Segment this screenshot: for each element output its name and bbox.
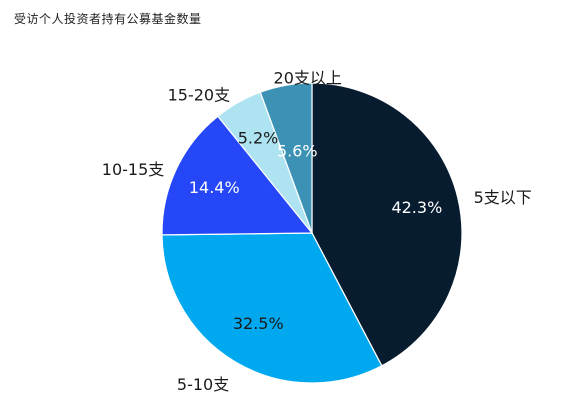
percent-labels: 42.3% 32.5% 14.4% 5.2%5.6% (189, 129, 442, 333)
pie-slice (161, 232, 383, 384)
slice-percent-label: 32.5% (233, 314, 284, 333)
chart-title: 受访个人投资者持有公募基金数量 (14, 12, 202, 26)
slice-category-label: 20支以上 (274, 68, 342, 87)
pie-slice (161, 115, 314, 236)
slice-category-label: 5支以下 (474, 188, 532, 207)
slice-percent-label: 42.3% (391, 198, 442, 217)
pie-slice (259, 82, 313, 234)
category-labels: 5支以下 5-10支 10-15支 15-20支 20支以上 (102, 68, 532, 394)
slice-percent-label: 5.2% (238, 129, 279, 148)
pie-slices (161, 82, 463, 384)
slice-category-label: 15-20支 (168, 85, 231, 104)
slice-category-label: 5-10支 (177, 375, 229, 394)
slice-percent-label: 14.4% (189, 178, 240, 197)
slice-percent-label: 5.6% (277, 141, 318, 160)
pie-slice (311, 82, 463, 367)
slice-category-label: 10-15支 (102, 160, 165, 179)
